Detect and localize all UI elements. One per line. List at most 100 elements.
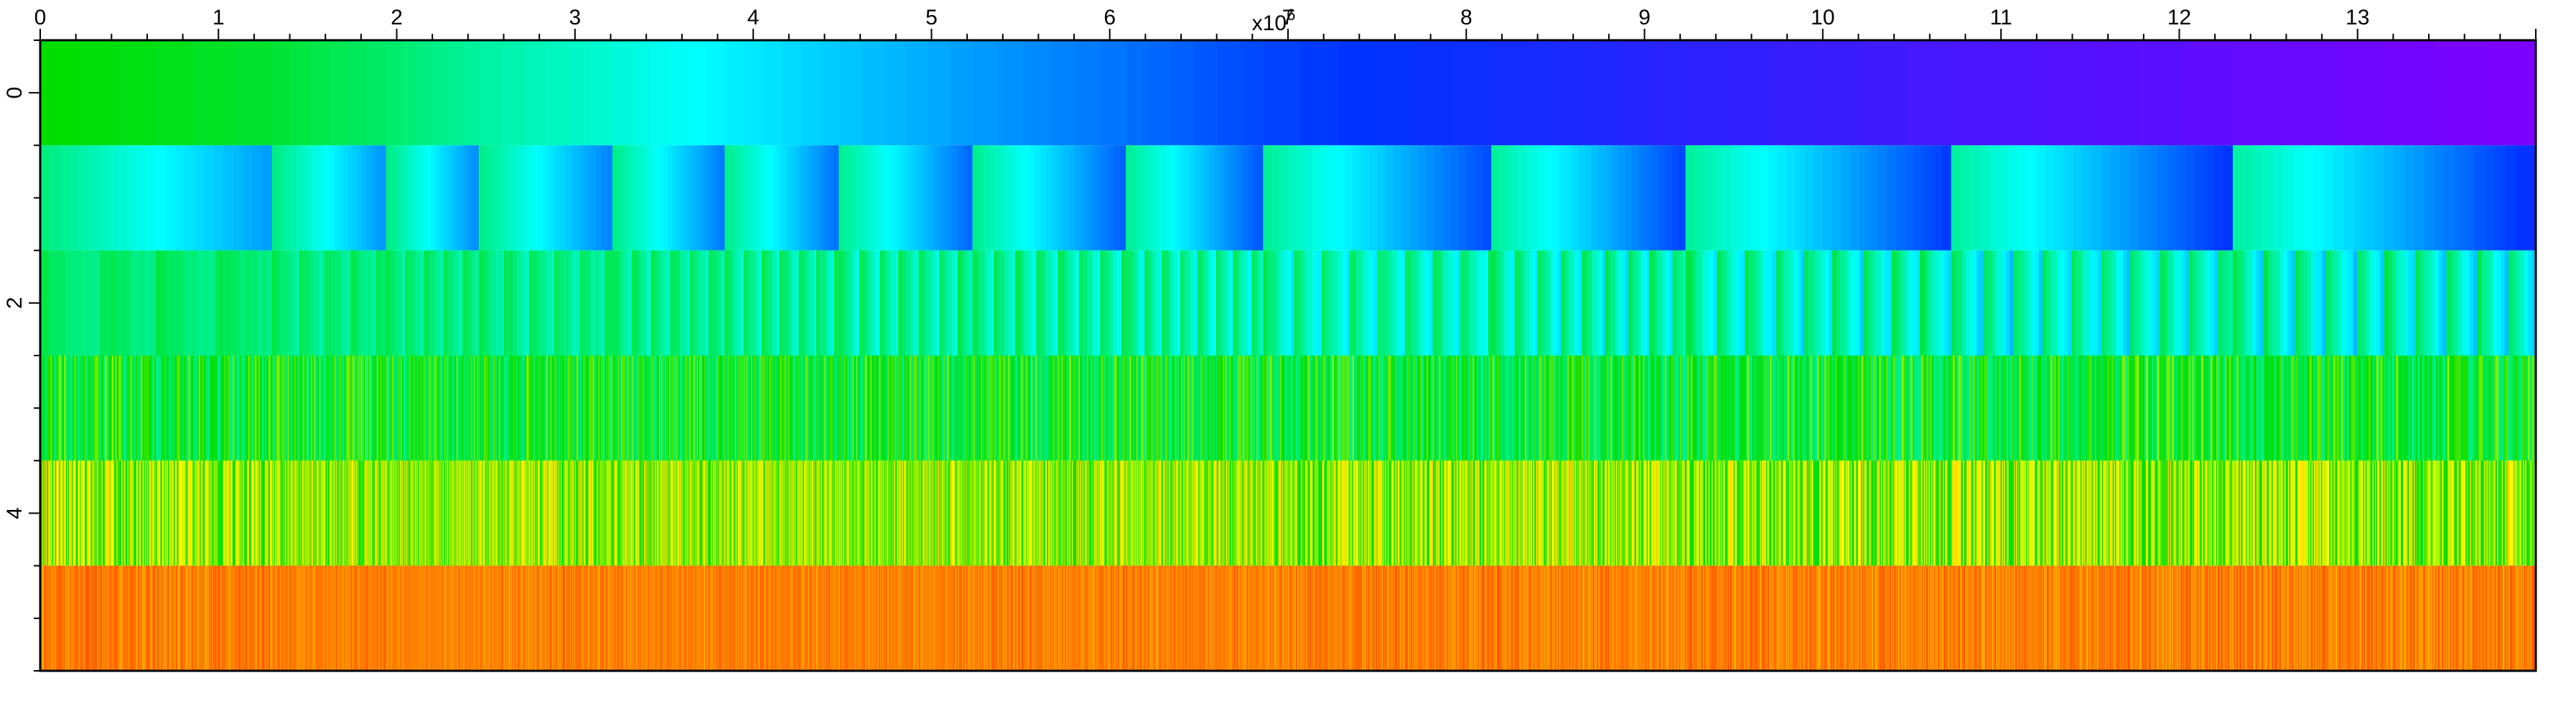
heatmap-cell [2423, 250, 2428, 356]
heatmap-cell [626, 460, 627, 566]
heatmap-cell [935, 250, 938, 356]
heatmap-cell [1923, 250, 1928, 356]
heatmap-cell [251, 460, 253, 566]
heatmap-cell [724, 460, 726, 566]
heatmap-cell [498, 356, 500, 461]
heatmap-cell [1021, 250, 1025, 356]
heatmap-cell [1839, 250, 1844, 356]
heatmap-cell [408, 145, 413, 251]
heatmap-cell [641, 356, 643, 461]
heatmap-cell [1289, 356, 1292, 461]
heatmap-cell [722, 356, 723, 461]
heatmap-cell [1590, 356, 1593, 461]
heatmap-cell [1889, 356, 1892, 461]
heatmap-cell [705, 250, 708, 356]
heatmap-cell [867, 250, 869, 356]
heatmap-cell [1020, 356, 1022, 461]
heatmap-cell [434, 145, 439, 251]
heatmap-cell [533, 250, 536, 356]
heatmap-cell [918, 356, 920, 461]
heatmap-cell [817, 356, 819, 461]
heatmap-cell [436, 356, 437, 461]
heatmap-cell [489, 145, 495, 251]
heatmap-cell [338, 145, 344, 251]
heatmap-cell [983, 356, 985, 461]
heatmap-cell [1110, 356, 1112, 461]
heatmap-cell [459, 356, 462, 461]
heatmap-cell [528, 356, 530, 461]
heatmap-cell [145, 250, 150, 356]
heatmap-cell [538, 356, 541, 461]
heatmap-cell [1530, 356, 1532, 461]
heatmap-cell [739, 460, 740, 566]
heatmap-cell [844, 250, 847, 356]
heatmap-cell [1259, 250, 1262, 356]
heatmap-cell [368, 356, 370, 461]
heatmap-cell [2276, 356, 2279, 461]
heatmap-cell [508, 460, 510, 566]
heatmap-cell [907, 145, 914, 251]
heatmap-cell [1327, 356, 1330, 461]
heatmap-cell [1109, 356, 1111, 461]
heatmap-cell [510, 356, 512, 461]
heatmap-cell [770, 356, 772, 461]
heatmap-cell [473, 250, 475, 356]
heatmap-cell [1638, 356, 1641, 461]
heatmap-cell [767, 356, 770, 461]
heatmap-cell [567, 460, 569, 566]
heatmap-cell [1401, 356, 1404, 461]
heatmap-cell [2473, 356, 2475, 461]
heatmap-cell [847, 460, 849, 566]
heatmap-cell [1611, 356, 1614, 461]
heatmap-cell [589, 250, 592, 356]
heatmap-cell [190, 356, 192, 461]
heatmap-cell [2264, 356, 2267, 461]
heatmap-cell [1572, 356, 1575, 461]
heatmap-cell [1580, 356, 1582, 461]
heatmap-cell [1383, 356, 1386, 461]
heatmap-cell [834, 250, 836, 356]
heatmap-cell [1167, 356, 1169, 461]
heatmap-cell [941, 356, 943, 461]
heatmap-cell [274, 250, 276, 356]
heatmap-cell [1112, 356, 1114, 461]
heatmap-cell [2445, 145, 2456, 251]
heatmap-cell [1248, 250, 1251, 356]
heatmap-cell [1426, 356, 1429, 461]
heatmap-cell [1964, 356, 1966, 461]
heatmap-cell [1263, 40, 1302, 146]
heatmap-cell [780, 460, 782, 566]
heatmap-cell [2216, 356, 2218, 461]
heatmap-cell [1980, 250, 1985, 356]
heatmap-cell [643, 250, 645, 356]
heatmap-cell [101, 460, 103, 566]
heatmap-cell [673, 460, 675, 566]
heatmap-cell [696, 356, 698, 461]
heatmap-cell [740, 460, 742, 566]
heatmap-cell [569, 356, 571, 461]
heatmap-cell [2483, 356, 2486, 461]
heatmap-cell [957, 356, 959, 461]
heatmap-cell [1752, 250, 1756, 356]
heatmap-cell [1857, 356, 1860, 461]
heatmap-cell [2072, 356, 2076, 461]
heatmap-cell [261, 460, 263, 566]
heatmap-cell [281, 460, 282, 566]
heatmap-cell [751, 145, 756, 251]
heatmap-cell [2082, 145, 2093, 251]
heatmap-cell [1915, 356, 1918, 461]
heatmap-cell [255, 460, 257, 566]
heatmap-cell [1067, 356, 1069, 461]
heatmap-cell [319, 145, 325, 251]
heatmap-cell [237, 460, 239, 566]
heatmap-cell [169, 460, 172, 566]
heatmap-cell [57, 460, 60, 566]
heatmap-cell [818, 460, 819, 566]
heatmap-cell [630, 250, 633, 356]
heatmap-cell [544, 356, 546, 461]
heatmap-cell [2068, 250, 2073, 356]
heatmap-cell [2458, 250, 2463, 356]
heatmap-cell [2333, 145, 2345, 251]
heatmap-cell [2453, 356, 2456, 461]
heatmap-cell [1863, 356, 1866, 461]
